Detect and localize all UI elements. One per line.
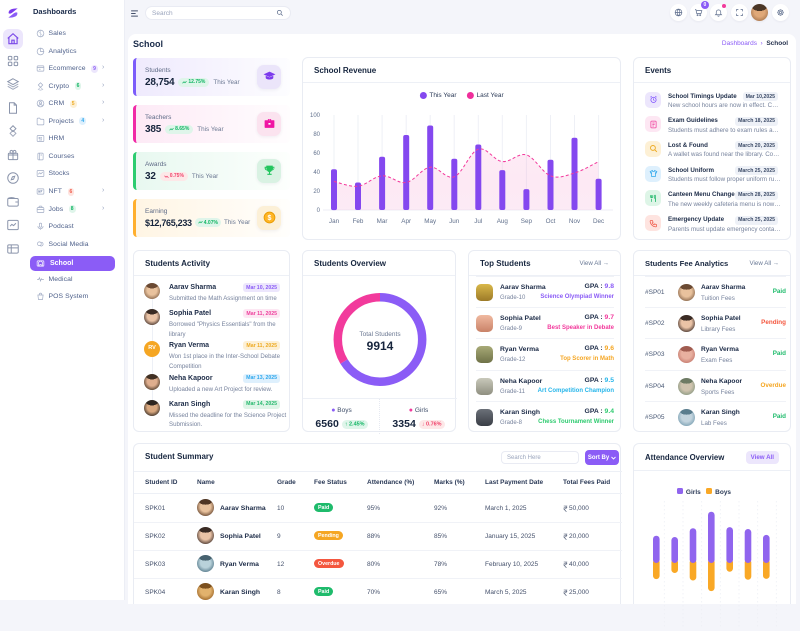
svg-text:Dec: Dec — [593, 218, 604, 225]
svg-text:Mar: Mar — [377, 218, 388, 225]
svg-text:May: May — [424, 218, 437, 225]
svg-text:Aug: Aug — [497, 218, 509, 225]
svg-text:Feb: Feb — [353, 218, 364, 225]
svg-text:20: 20 — [313, 189, 320, 195]
svg-text:Oct: Oct — [546, 218, 556, 225]
svg-text:$: $ — [267, 215, 271, 222]
svg-text:Apr: Apr — [401, 218, 411, 225]
svg-text:Jul: Jul — [474, 218, 482, 225]
svg-text:Nov: Nov — [569, 218, 581, 225]
svg-text:80: 80 — [313, 132, 320, 138]
svg-text:60: 60 — [313, 151, 320, 157]
svg-text:Jan: Jan — [329, 218, 340, 225]
svg-text:0: 0 — [317, 208, 321, 214]
svg-text:Sep: Sep — [521, 218, 533, 225]
svg-text:40: 40 — [313, 170, 320, 176]
svg-text:100: 100 — [310, 113, 321, 119]
svg-text:Jun: Jun — [449, 218, 460, 225]
